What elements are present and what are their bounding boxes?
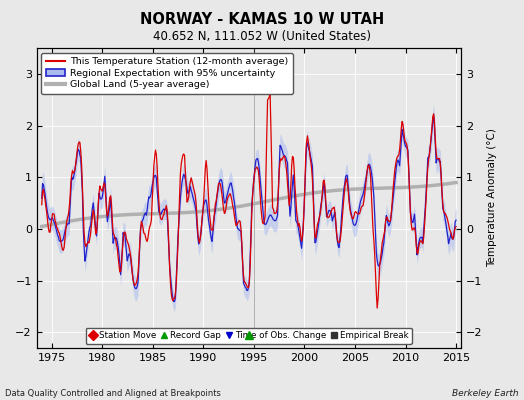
Text: Berkeley Earth: Berkeley Earth: [452, 389, 519, 398]
Text: 40.652 N, 111.052 W (United States): 40.652 N, 111.052 W (United States): [153, 30, 371, 43]
Y-axis label: Temperature Anomaly (°C): Temperature Anomaly (°C): [487, 128, 497, 268]
Legend: Station Move, Record Gap, Time of Obs. Change, Empirical Break: Station Move, Record Gap, Time of Obs. C…: [85, 328, 412, 344]
Text: Data Quality Controlled and Aligned at Breakpoints: Data Quality Controlled and Aligned at B…: [5, 389, 221, 398]
Text: NORWAY - KAMAS 10 W UTAH: NORWAY - KAMAS 10 W UTAH: [140, 12, 384, 27]
